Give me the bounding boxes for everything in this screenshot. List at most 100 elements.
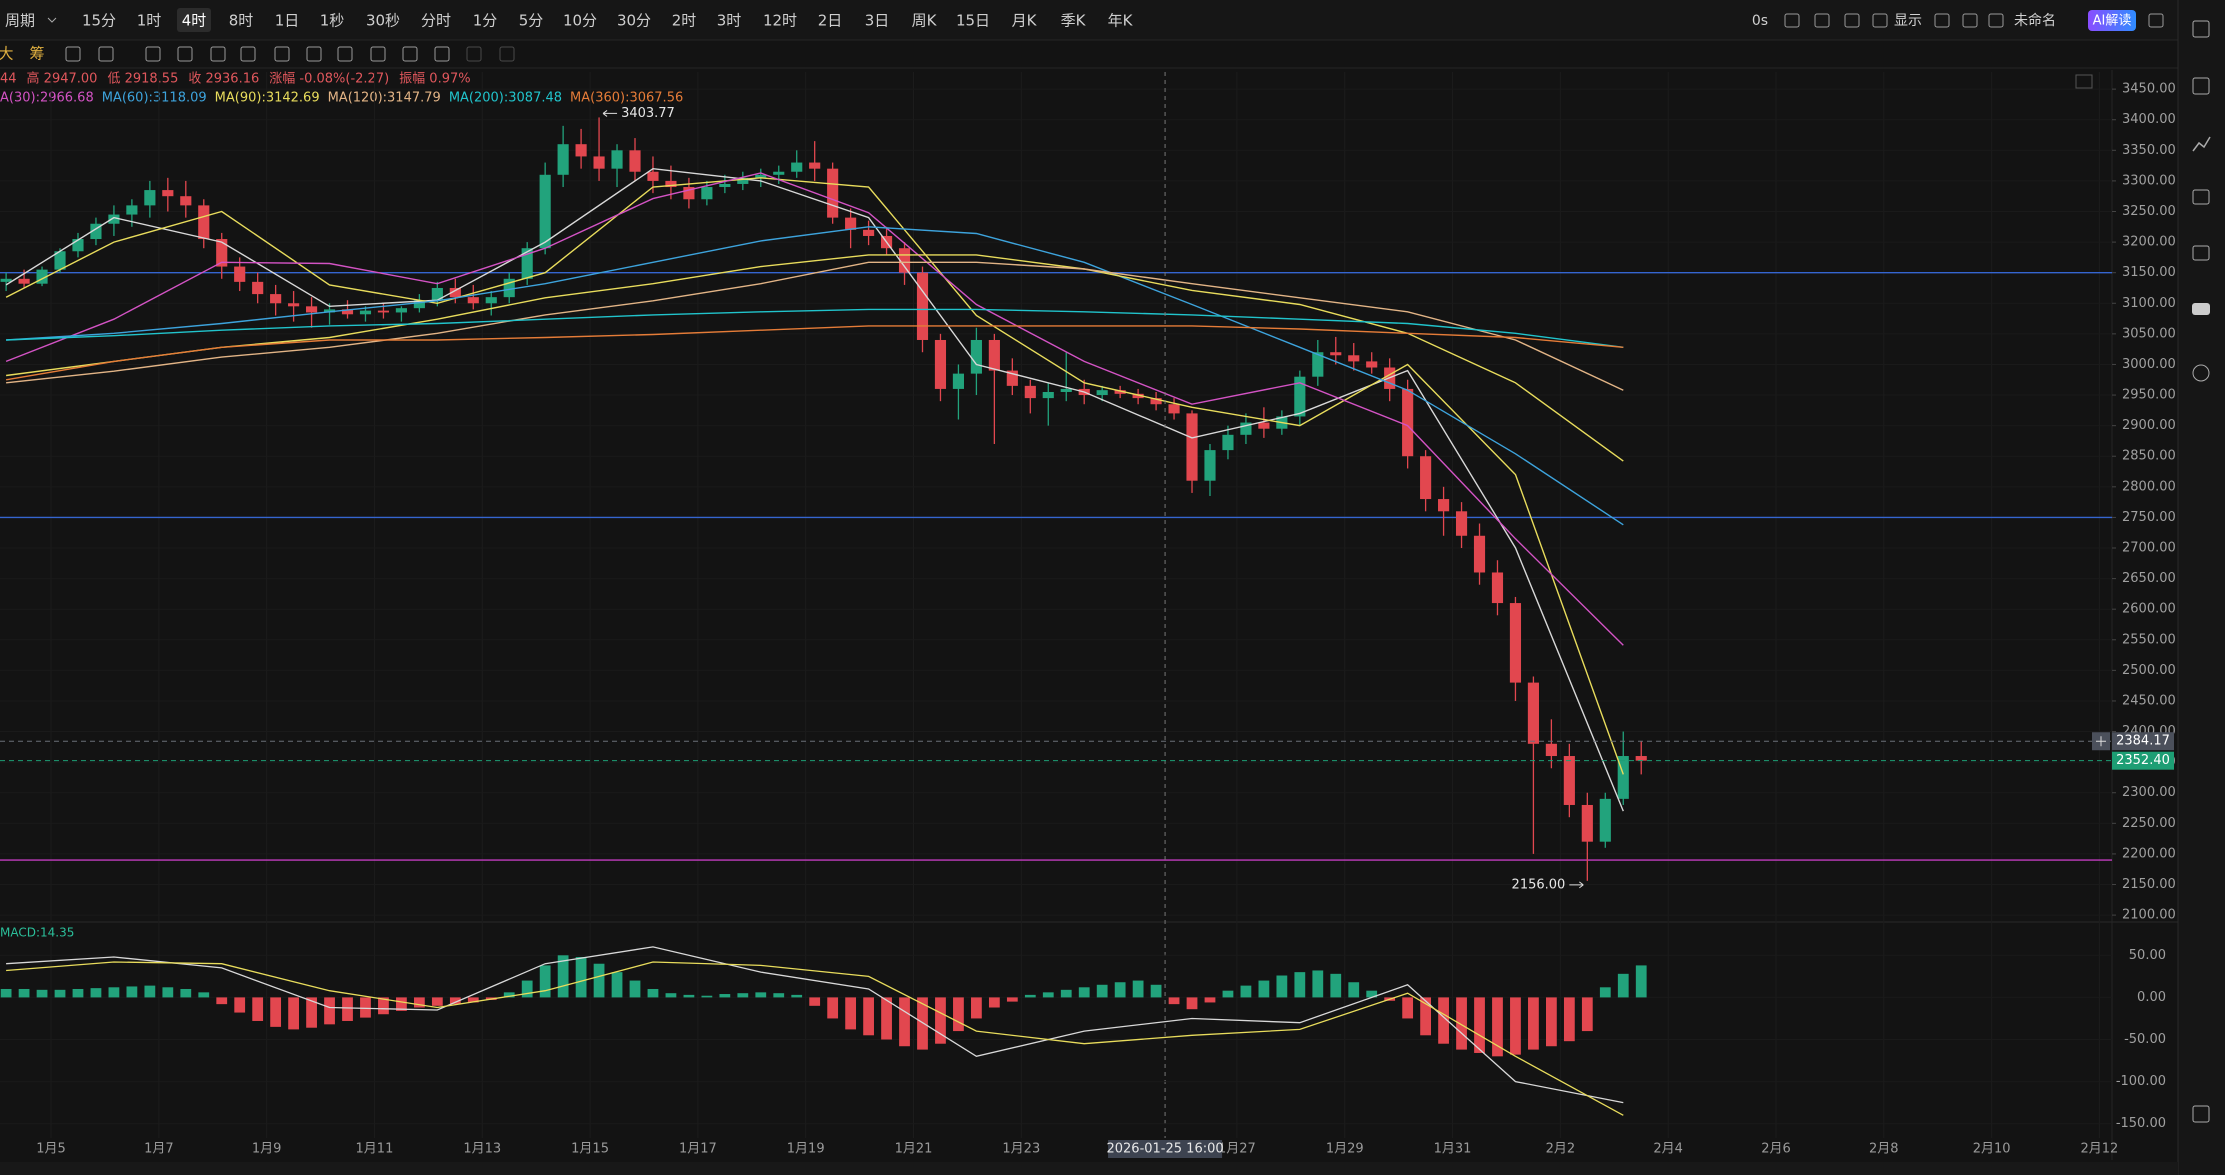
tool-icon[interactable] bbox=[210, 46, 226, 62]
period-button[interactable]: 4时 bbox=[182, 12, 207, 30]
pane-icon[interactable] bbox=[2075, 74, 2093, 89]
tool-icon[interactable] bbox=[434, 46, 450, 62]
toolbar-icon[interactable] bbox=[1814, 13, 1830, 28]
macd-bar bbox=[1581, 997, 1593, 1032]
ohlc-legend: 涨幅 -0.08%(-2.27) bbox=[269, 72, 389, 87]
toolbar-icon[interactable] bbox=[1988, 13, 2004, 28]
toolbar-icon[interactable] bbox=[1934, 13, 1950, 28]
period-button[interactable]: 30秒 bbox=[366, 12, 400, 30]
macd-bar bbox=[1204, 997, 1216, 1003]
candle-body bbox=[431, 287, 443, 301]
candle-body bbox=[737, 177, 749, 184]
y-tick-label: 50.00 bbox=[2129, 948, 2166, 963]
period-button[interactable]: 8时 bbox=[229, 12, 254, 30]
toolbar-button[interactable]: 未命名 bbox=[2014, 12, 2056, 29]
macd-bar bbox=[701, 995, 713, 998]
y-tick-label: 3300.00 bbox=[2122, 173, 2176, 188]
macd-bar bbox=[1474, 997, 1485, 1053]
candle-body bbox=[1491, 572, 1504, 604]
icon[interactable] bbox=[2192, 189, 2210, 205]
candle-body bbox=[1114, 390, 1126, 394]
x-tick-label: 1月27 bbox=[1218, 1142, 1256, 1157]
ai-pill[interactable] bbox=[2088, 10, 2136, 31]
macd-bar bbox=[1042, 992, 1054, 998]
period-button[interactable]: 2日 bbox=[818, 12, 843, 30]
period-button[interactable]: 30分 bbox=[617, 12, 651, 30]
price-pane: 1月5 1月7 1月9 1月11 1月13 1月15 1月17 1月19 1月21 1月23 1月2… bbox=[0, 72, 2176, 1158]
period-button[interactable]: 12时 bbox=[763, 12, 797, 30]
candle-body bbox=[827, 168, 839, 218]
tool-icon[interactable] bbox=[274, 46, 290, 62]
toolbar-icon[interactable] bbox=[1962, 13, 1978, 28]
tool-icon[interactable] bbox=[306, 46, 322, 62]
tool-icon[interactable] bbox=[466, 46, 482, 62]
tool-icon[interactable] bbox=[145, 46, 161, 62]
candle-body bbox=[1581, 804, 1593, 842]
tool-icon[interactable] bbox=[337, 46, 353, 62]
toolbar-button[interactable]: AI解读 bbox=[2093, 14, 2132, 29]
tool-icon[interactable] bbox=[240, 46, 256, 62]
tool-icon[interactable] bbox=[177, 46, 193, 62]
icon[interactable] bbox=[2192, 20, 2210, 38]
candle-body bbox=[611, 150, 623, 169]
period-button[interactable]: 10分 bbox=[563, 12, 597, 30]
candle-body bbox=[521, 248, 533, 279]
macd-bar bbox=[1276, 975, 1288, 998]
candle-body bbox=[126, 205, 138, 215]
period-button[interactable]: 5分 bbox=[519, 12, 544, 30]
macd-bar bbox=[539, 965, 551, 998]
macd-bar bbox=[1078, 987, 1090, 998]
icon[interactable] bbox=[2192, 1105, 2210, 1123]
toolbar-icon[interactable] bbox=[1784, 13, 1800, 28]
period-button[interactable]: 分时 bbox=[421, 12, 451, 30]
drawing-tool[interactable]: 筹 bbox=[29, 45, 44, 63]
macd-pane: MACD:14.35 50.00 0.00 -50.00 -100.00 -150.00 bbox=[0, 926, 2166, 1131]
toolbar-button[interactable]: 显示 bbox=[1894, 13, 1922, 29]
drawing-tool[interactable]: 大 bbox=[0, 45, 14, 63]
period-button[interactable]: 2时 bbox=[672, 12, 697, 30]
icon[interactable] bbox=[2192, 303, 2210, 315]
icon[interactable] bbox=[2192, 136, 2211, 152]
period-button[interactable]: 1日 bbox=[275, 12, 300, 30]
dea-line bbox=[6, 961, 1624, 1116]
macd-bar bbox=[611, 972, 623, 998]
period-button[interactable]: 15日 bbox=[956, 12, 990, 30]
macd-bar bbox=[629, 980, 641, 998]
toolbar-icon[interactable] bbox=[1844, 13, 1860, 28]
active-period-bg bbox=[177, 8, 211, 32]
tool-icon[interactable] bbox=[98, 46, 114, 62]
icon[interactable] bbox=[2192, 245, 2210, 261]
toolbar-icon[interactable] bbox=[1872, 13, 1888, 28]
period-button[interactable]: 1秒 bbox=[320, 12, 345, 30]
period-button[interactable]: 3时 bbox=[717, 12, 742, 30]
toolbar-button[interactable]: 0s bbox=[1752, 13, 1768, 29]
period-button[interactable]: 周期 bbox=[5, 12, 35, 30]
period-button[interactable]: 周K bbox=[912, 12, 938, 30]
icon[interactable] bbox=[2192, 364, 2210, 382]
candle-body bbox=[1402, 388, 1414, 457]
tool-icon[interactable] bbox=[370, 46, 386, 62]
tool-icon[interactable] bbox=[402, 46, 418, 62]
icon[interactable] bbox=[2192, 77, 2210, 95]
macd-bar bbox=[845, 997, 857, 1030]
macd-bar bbox=[665, 993, 677, 998]
ohlc-legend: 收 2936.16 bbox=[188, 72, 259, 87]
period-button[interactable]: 1时 bbox=[137, 12, 162, 30]
macd-bar bbox=[773, 993, 785, 998]
period-button[interactable]: 季K bbox=[1061, 12, 1087, 30]
tool-icon[interactable] bbox=[499, 46, 515, 62]
period-button[interactable]: 1分 bbox=[473, 12, 498, 30]
candle-body bbox=[845, 217, 857, 230]
tool-icon[interactable] bbox=[65, 46, 81, 62]
period-button[interactable]: 年K bbox=[1108, 12, 1134, 30]
candle-body bbox=[1438, 499, 1450, 512]
toolbar-icon[interactable] bbox=[2148, 13, 2164, 28]
y-tick-label: 0.00 bbox=[2137, 990, 2166, 1005]
candle-body bbox=[1366, 361, 1378, 368]
macd-bar bbox=[1186, 997, 1198, 1010]
period-button[interactable]: 3日 bbox=[865, 12, 890, 30]
period-button[interactable]: 月K bbox=[1012, 12, 1038, 30]
extreme-label: 3403.77 bbox=[621, 106, 675, 121]
period-button[interactable]: 15分 bbox=[82, 12, 116, 30]
macd-bar bbox=[1024, 994, 1036, 998]
